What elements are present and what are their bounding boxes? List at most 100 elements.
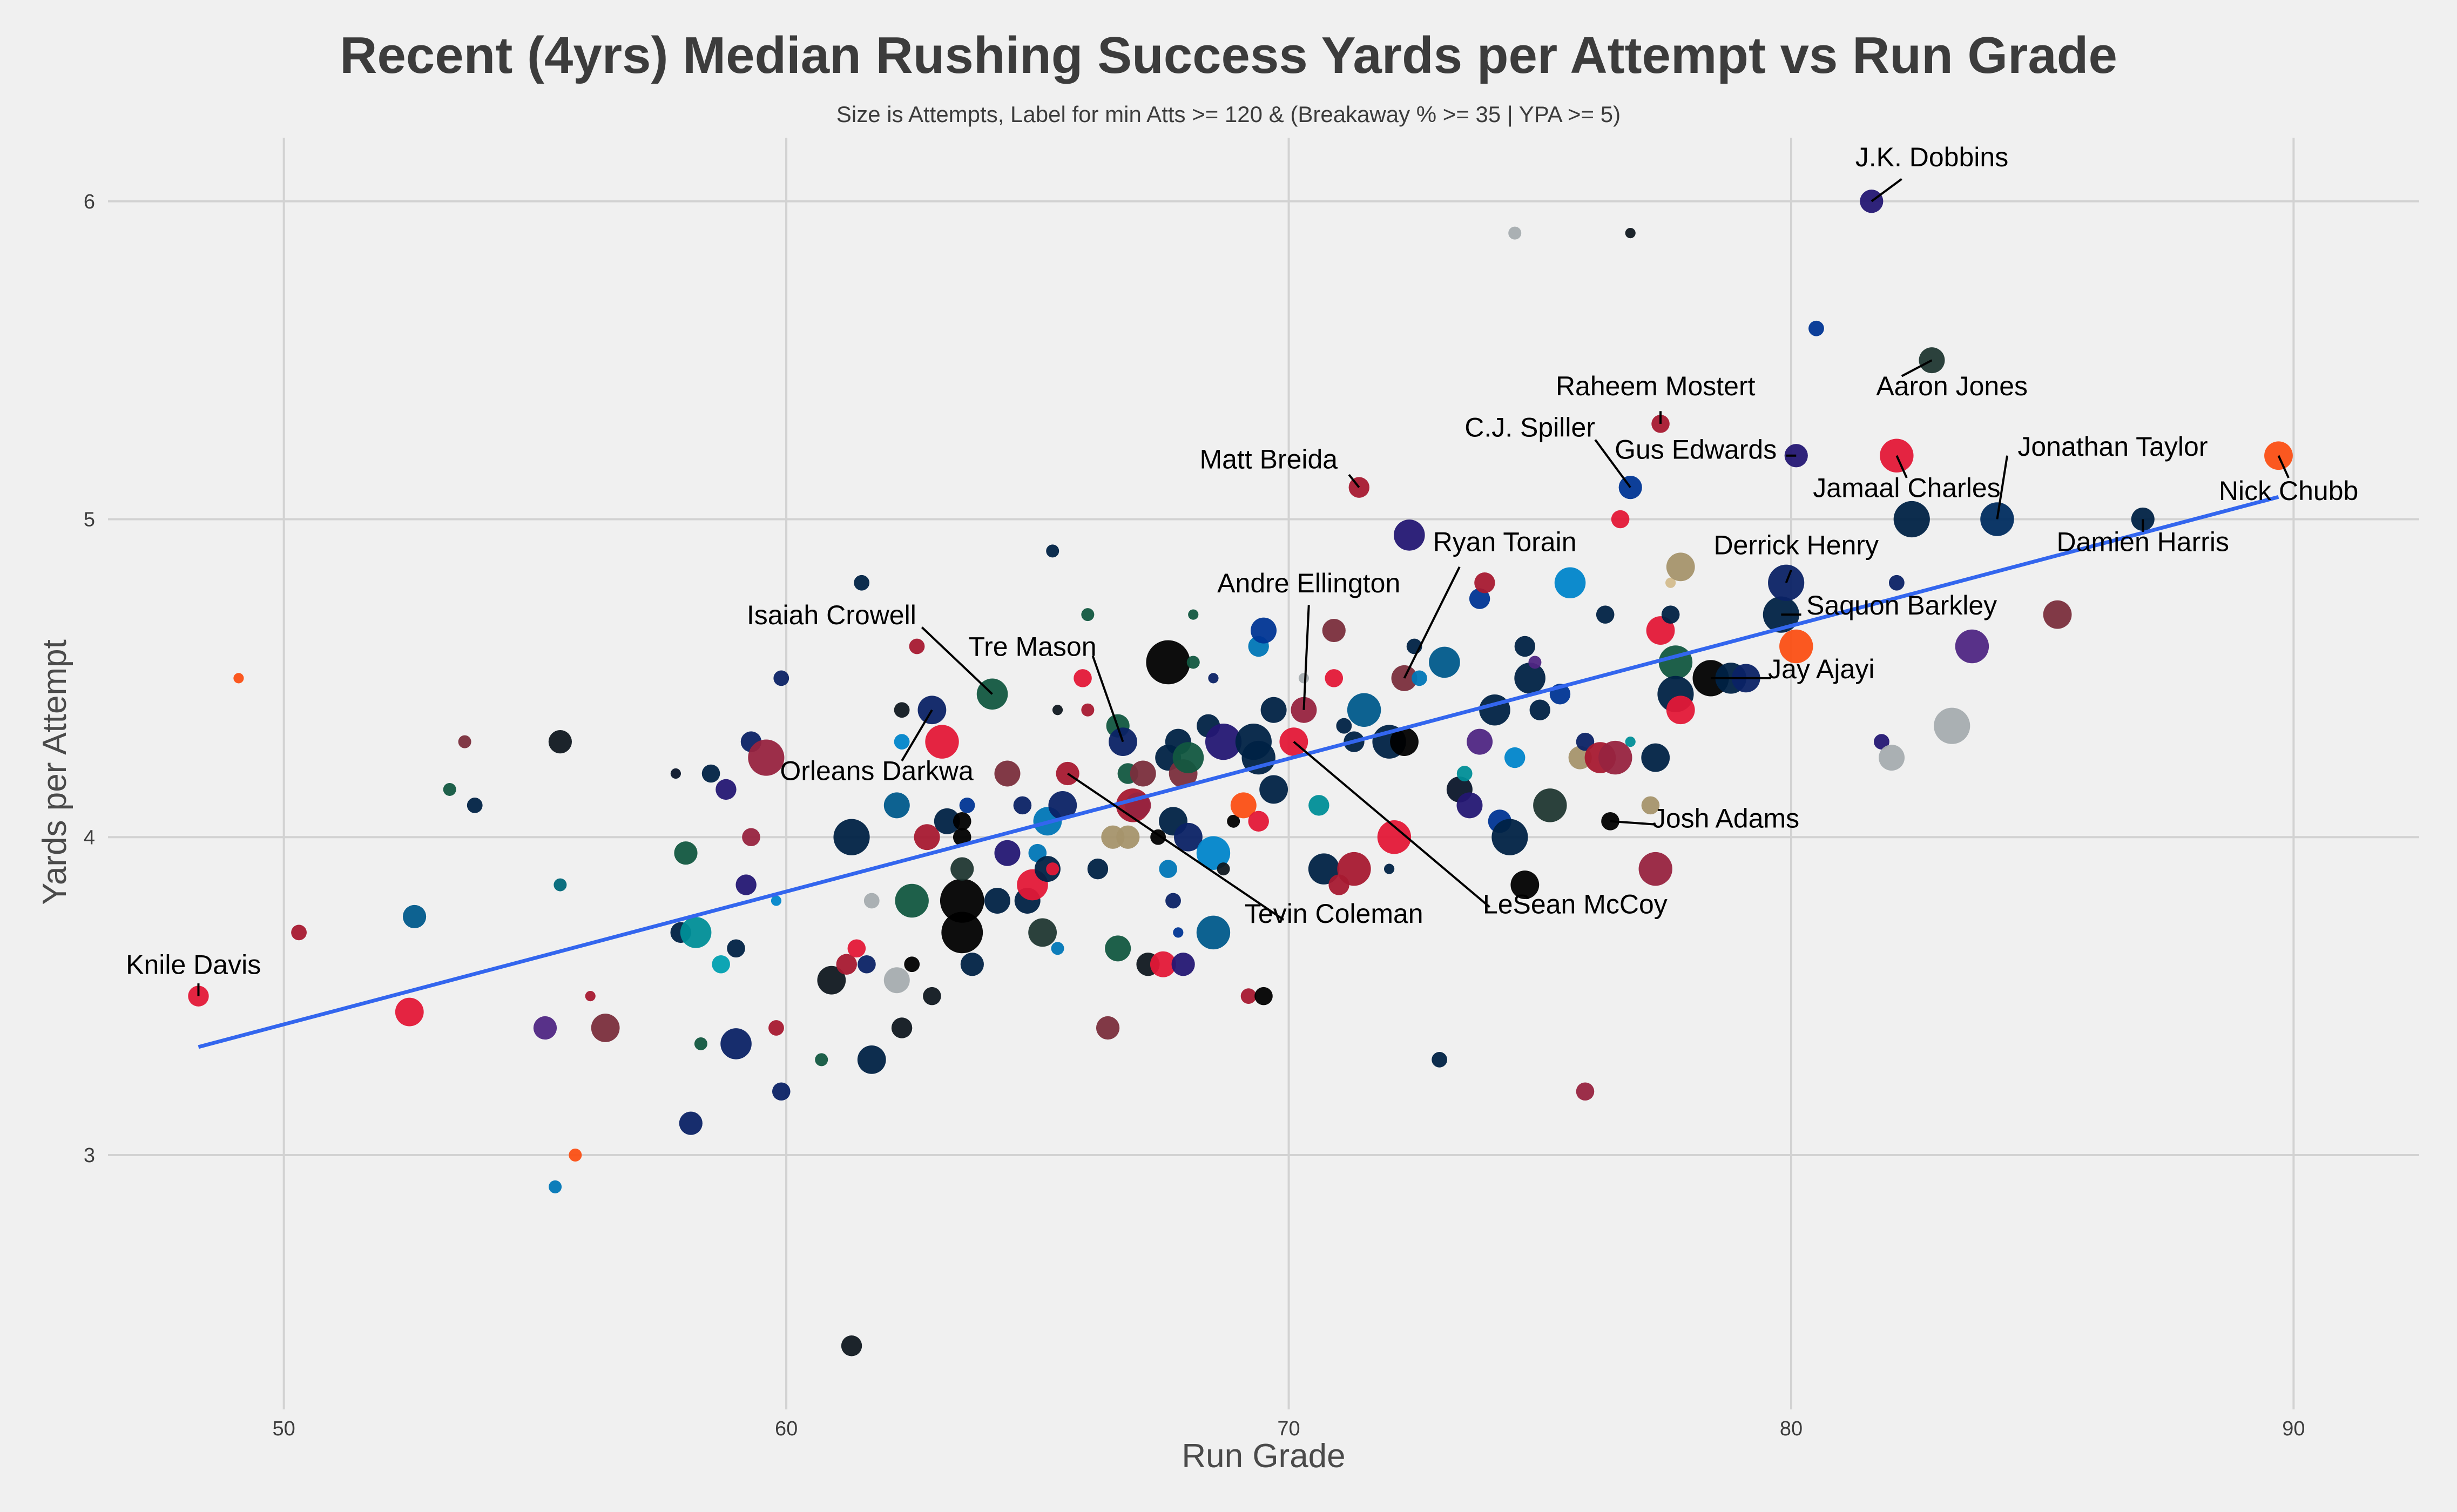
data-point xyxy=(443,782,456,796)
data-label: Tevin Coleman xyxy=(1245,899,1423,929)
data-label: J.K. Dobbins xyxy=(1855,142,2008,172)
data-point xyxy=(1596,605,1615,624)
data-point xyxy=(1159,860,1178,878)
data-point xyxy=(670,768,681,779)
data-point xyxy=(857,1045,886,1074)
data-point xyxy=(909,638,925,654)
data-point xyxy=(1888,575,1905,591)
data-point xyxy=(716,779,737,800)
data-point xyxy=(569,1149,582,1162)
label-leader-line xyxy=(1871,178,1902,202)
label-leader-line xyxy=(901,709,933,761)
data-point xyxy=(1768,564,1805,601)
data-point xyxy=(1325,669,1344,687)
data-point xyxy=(1208,673,1219,684)
data-point xyxy=(1469,588,1490,609)
data-point xyxy=(1298,673,1310,684)
data-point xyxy=(1533,788,1567,822)
x-tick-label: 90 xyxy=(2282,1418,2305,1440)
data-point xyxy=(1130,760,1156,787)
data-point xyxy=(1116,825,1140,849)
data-point xyxy=(291,924,307,941)
data-label: Orleans Darkwa xyxy=(780,755,974,786)
data-point xyxy=(1554,567,1586,599)
data-point xyxy=(720,1028,752,1059)
data-point xyxy=(934,808,960,834)
data-label: Saquon Barkley xyxy=(1806,590,1997,620)
label-leader-line xyxy=(1785,569,1792,583)
data-point xyxy=(1337,852,1371,886)
data-point xyxy=(1666,552,1695,582)
data-label: Aaron Jones xyxy=(1876,371,2028,401)
y-tick-label: 5 xyxy=(84,509,95,531)
data-label: Knile Davis xyxy=(126,949,261,980)
data-label: Jamaal Charles xyxy=(1813,473,2000,503)
data-point xyxy=(1510,870,1540,899)
data-point xyxy=(953,812,971,831)
data-point xyxy=(953,828,971,847)
data-point xyxy=(1146,640,1191,685)
data-point xyxy=(458,735,471,748)
y-axis-title: Yards per Attempt xyxy=(36,639,73,905)
x-tick-label: 80 xyxy=(1780,1418,1803,1440)
data-point xyxy=(815,1053,828,1066)
data-point xyxy=(1661,605,1680,624)
data-point xyxy=(1514,663,1545,694)
data-point xyxy=(1666,696,1695,725)
data-point xyxy=(1230,792,1257,819)
data-point xyxy=(1322,618,1346,643)
data-point xyxy=(1377,820,1412,854)
data-point xyxy=(1625,228,1636,239)
data-point xyxy=(841,1335,862,1356)
data-point xyxy=(680,917,712,948)
label-leader-line xyxy=(1594,439,1631,488)
x-axis-title: Run Grade xyxy=(1182,1437,1345,1475)
data-point xyxy=(1641,743,1670,772)
data-point xyxy=(1412,670,1427,686)
data-point xyxy=(395,997,424,1027)
data-point xyxy=(1529,699,1550,720)
data-point xyxy=(1779,629,1813,664)
x-tick-label: 50 xyxy=(273,1418,295,1440)
data-point xyxy=(1955,629,1989,664)
data-label: Matt Breida xyxy=(1199,444,1338,474)
data-point xyxy=(548,730,572,754)
data-point xyxy=(694,1037,707,1050)
data-point xyxy=(1514,636,1536,657)
data-label: Nick Chubb xyxy=(2219,476,2358,506)
data-point xyxy=(1227,814,1240,828)
data-point xyxy=(1052,705,1063,716)
data-point xyxy=(895,883,929,918)
data-point xyxy=(1394,519,1425,551)
data-point xyxy=(1259,775,1288,804)
data-point xyxy=(994,840,1021,866)
label-leader-line xyxy=(2277,455,2290,478)
data-point xyxy=(771,895,782,906)
data-point xyxy=(863,893,880,909)
data-point xyxy=(836,954,857,975)
data-point xyxy=(1013,796,1032,815)
data-point xyxy=(1611,510,1630,529)
data-point xyxy=(1336,718,1352,734)
data-label: Raheem Mostert xyxy=(1556,371,1756,401)
data-point xyxy=(1174,822,1203,852)
data-label: Ryan Torain xyxy=(1433,526,1577,557)
data-point xyxy=(1196,836,1231,870)
data-label: Isaiah Crowell xyxy=(747,600,916,630)
chart-subtitle: Size is Attempts, Label for min Atts >= … xyxy=(836,102,1621,127)
data-point xyxy=(533,1016,557,1040)
data-point xyxy=(858,955,876,974)
data-point xyxy=(233,673,244,684)
data-point xyxy=(591,1014,620,1042)
data-point xyxy=(727,939,745,958)
data-point xyxy=(1504,747,1526,768)
data-point xyxy=(679,1111,703,1135)
data-label: Derrick Henry xyxy=(1713,530,1879,560)
data-point xyxy=(1150,951,1176,977)
data-point xyxy=(1763,596,1799,633)
data-point xyxy=(1456,766,1473,781)
data-point xyxy=(1874,734,1889,750)
data-point xyxy=(925,725,959,759)
data-point xyxy=(1173,927,1184,938)
data-label: Tre Mason xyxy=(968,632,1096,662)
